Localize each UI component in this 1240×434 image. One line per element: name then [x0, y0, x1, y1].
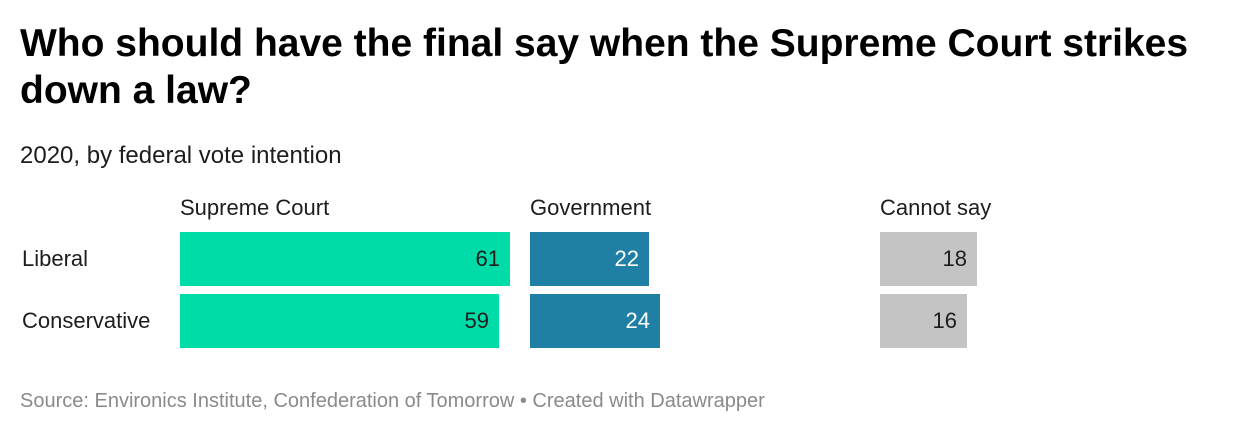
- bar-government-conservative: 24: [530, 294, 660, 348]
- row-label-liberal: Liberal: [22, 246, 89, 271]
- bar-supreme-court-conservative: 59: [180, 294, 499, 348]
- bar-government-liberal: 22: [530, 232, 649, 286]
- bar-value-label: 22: [614, 246, 639, 271]
- bar-value-label: 16: [932, 308, 957, 333]
- chart-subtitle: 2020, by federal vote intention: [20, 142, 342, 169]
- bar-value-label: 61: [475, 246, 500, 271]
- bar-cannot-say-liberal: 18: [880, 232, 977, 286]
- bar-value-label: 18: [942, 246, 967, 271]
- column-header-supreme-court: Supreme Court: [180, 195, 330, 220]
- bar-value-label: 24: [625, 308, 650, 333]
- source-note: Source: Environics Institute, Confederat…: [20, 390, 765, 412]
- bar-cannot-say-conservative: 16: [880, 294, 967, 348]
- bar-supreme-court-liberal: 61: [180, 232, 510, 286]
- column-header-cannot-say: Cannot say: [880, 195, 992, 220]
- bar-value-label: 59: [464, 308, 489, 333]
- row-label-conservative: Conservative: [22, 308, 151, 333]
- chart-title: Who should have the final say when the S…: [20, 22, 1189, 112]
- column-header-government: Government: [530, 195, 652, 220]
